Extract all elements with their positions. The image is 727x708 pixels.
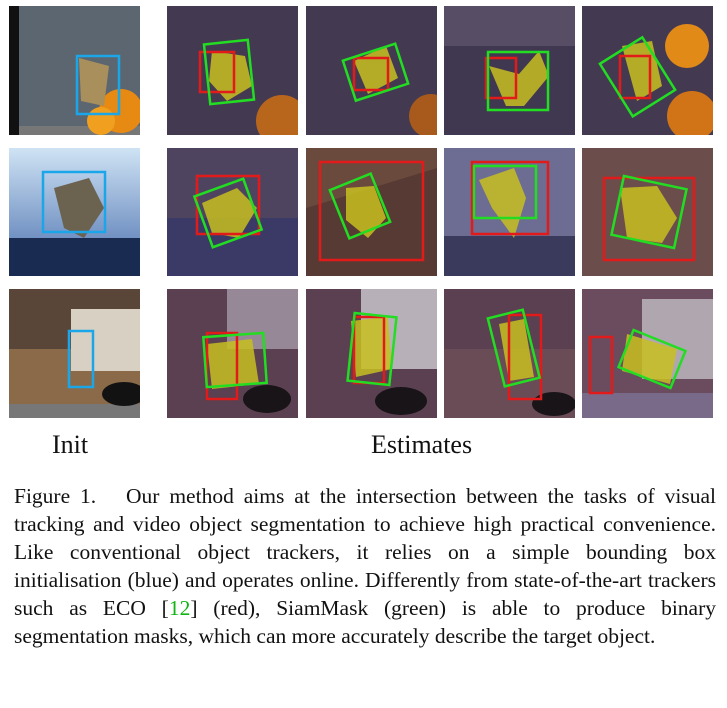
init-frame-butterfly [9, 6, 140, 135]
estimate-frame-motocross-3 [444, 148, 575, 276]
siammask-box [328, 172, 392, 240]
estimate-frame-motocross-1 [167, 148, 298, 276]
estimate-frame-butterfly-1 [167, 6, 298, 135]
estimate-frame-butterfly-3 [444, 6, 575, 135]
eco-box [618, 54, 652, 100]
estimates-column-label: Estimates [371, 430, 473, 459]
eco-box [588, 335, 614, 395]
siammask-box [609, 174, 689, 250]
siammask-box [341, 42, 410, 103]
eco-box [602, 176, 696, 262]
citation-link[interactable]: 12 [168, 596, 191, 620]
eco-box [484, 56, 518, 100]
caption-text-2: ] (red), SiamMask (green) is able to pro… [14, 596, 717, 648]
init-box [41, 170, 107, 234]
siammask-box [201, 331, 269, 389]
siammask-box [486, 50, 550, 112]
siammask-box [598, 35, 677, 119]
eco-box [318, 160, 425, 262]
init-box [75, 54, 121, 116]
init-column-label: Init [52, 430, 89, 459]
estimate-frame-butterfly-4 [582, 6, 713, 135]
estimate-frame-cat-1 [167, 289, 298, 418]
siammask-box [346, 311, 398, 387]
eco-box [205, 331, 239, 401]
siammask-box [616, 328, 688, 390]
estimate-frame-motocross-4 [582, 148, 713, 276]
estimate-frame-cat-4 [582, 289, 713, 418]
estimate-frame-cat-2 [306, 289, 437, 418]
figure-caption: Figure 1. Our method aims at the interse… [14, 482, 716, 650]
siammask-box [472, 164, 538, 220]
estimate-frame-motocross-2 [306, 148, 437, 276]
estimate-frame-butterfly-2 [306, 6, 437, 135]
init-frame-cat [9, 289, 140, 418]
eco-box [352, 56, 390, 92]
siammask-box [192, 177, 264, 249]
init-frame-motocross [9, 148, 140, 276]
siammask-box [486, 308, 542, 388]
siammask-box [202, 38, 256, 106]
eco-box [198, 50, 236, 94]
estimate-frame-cat-3 [444, 289, 575, 418]
init-box [67, 329, 95, 389]
eco-box [470, 160, 550, 236]
figure-number: Figure 1. [14, 484, 97, 508]
caption-text-1: Our method aims at the intersection betw… [14, 484, 716, 620]
